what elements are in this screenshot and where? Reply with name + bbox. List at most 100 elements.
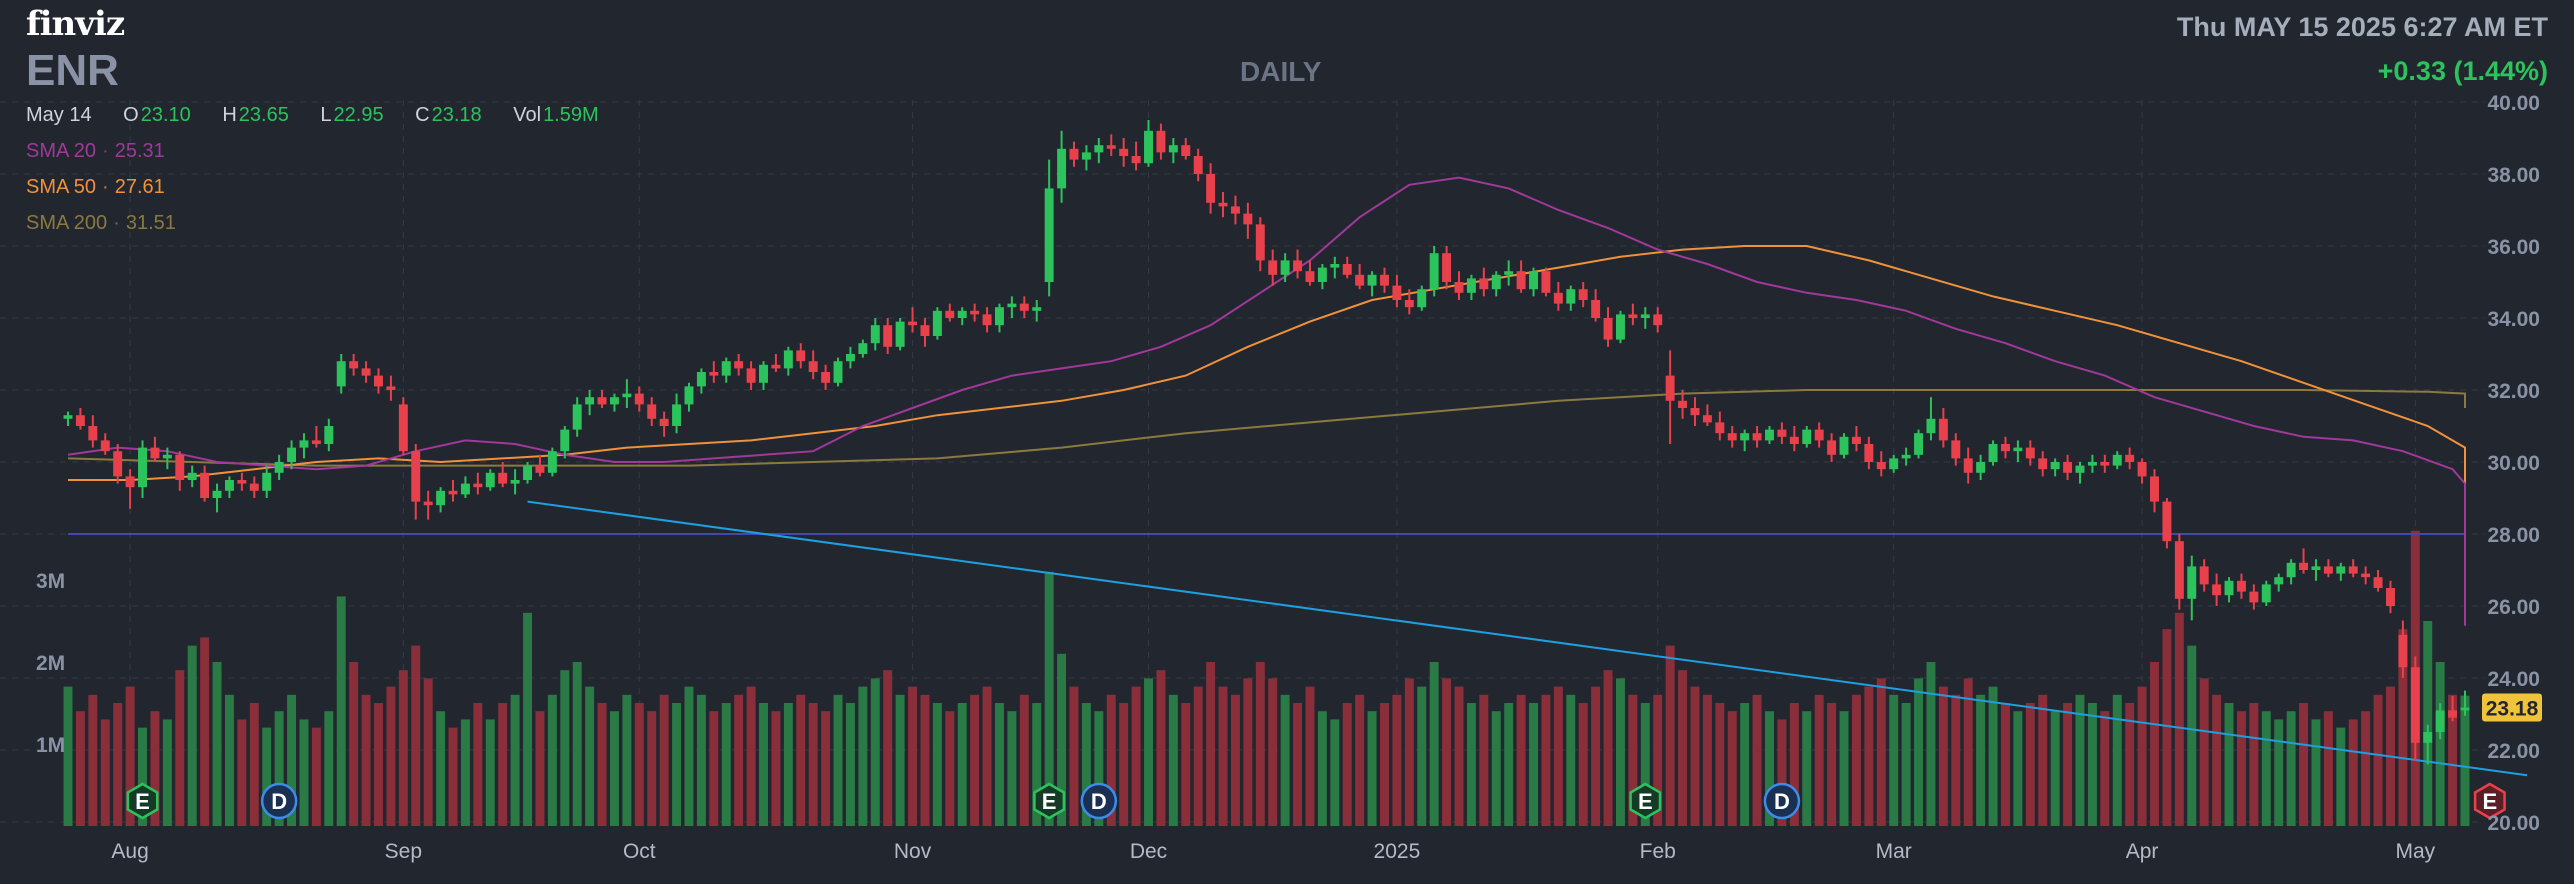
volume-bar [2075, 694, 2085, 826]
candle-body [1454, 282, 1464, 293]
candle-body [2174, 541, 2184, 599]
candle-body [1144, 130, 1153, 164]
volume-bar [821, 711, 831, 826]
volume-bar [423, 678, 433, 826]
volume-bar [361, 694, 371, 826]
candle-body [1044, 188, 1054, 282]
price-tick-label: 26.00 [2487, 596, 2540, 619]
candle-body [858, 343, 868, 354]
volume-bar [597, 703, 607, 826]
dividend-marker-label: D [1774, 789, 1790, 814]
candle-body [2100, 462, 2110, 466]
candle-body [2361, 573, 2371, 578]
candle-body [299, 440, 309, 448]
price-tick-label: 30.00 [2487, 452, 2540, 475]
volume-bar [771, 711, 781, 826]
candle-body [796, 350, 806, 362]
candle-body [1914, 433, 1924, 455]
volume-bar [1330, 719, 1340, 826]
dividend-marker-icon [260, 782, 298, 820]
candle-body [2212, 584, 2222, 596]
candle-body [1541, 271, 1551, 293]
volume-bar [1988, 686, 1998, 826]
brand-logo[interactable]: finviz [26, 4, 125, 44]
candle-body [1727, 433, 1737, 441]
candle-body [2001, 444, 2010, 452]
candle-body [1019, 303, 1029, 311]
candle-body [1665, 375, 1675, 401]
volume-bar [1392, 694, 1402, 826]
earnings-marker-label: E [1042, 789, 1057, 814]
candle-body [672, 404, 682, 426]
volume-bar [2137, 686, 2147, 826]
volume-bar [1814, 694, 1824, 826]
low-label: L [320, 104, 332, 126]
time-tick-label: Dec [1130, 840, 1167, 863]
candle-body [1603, 318, 1613, 340]
volume-bar [448, 727, 458, 826]
time-tick-label: Apr [2126, 840, 2159, 863]
volume-bar [287, 694, 297, 826]
candle-body [2286, 562, 2296, 578]
candle-body [1740, 433, 1750, 441]
volume-bar [547, 694, 557, 826]
candle-body [262, 472, 272, 491]
volume-bar [908, 686, 918, 826]
candle-body [2460, 707, 2470, 711]
candle-body [324, 426, 334, 444]
volume-bar [150, 711, 160, 826]
volume-bar [2199, 678, 2209, 826]
volume-bar [1777, 719, 1787, 826]
volume-bar [1615, 678, 1625, 826]
volume-bar [1789, 703, 1799, 826]
candle-body [1168, 145, 1178, 153]
volume-bar [2311, 719, 2321, 826]
candle-body [386, 386, 396, 390]
volume-bar [386, 686, 396, 826]
volume-bar [1342, 703, 1352, 826]
volume-bar [858, 686, 868, 826]
volume-bar [1044, 571, 1054, 826]
candle-body [1392, 285, 1402, 300]
candle-body [2299, 562, 2309, 570]
candle-body [1553, 292, 1563, 304]
volume-bar [1603, 670, 1613, 826]
candle-body [2336, 566, 2346, 574]
candle-body [485, 472, 495, 488]
volume-bar [1529, 703, 1538, 826]
volume-bar [460, 719, 470, 826]
candle-body [1926, 418, 1936, 434]
candle-body [336, 361, 346, 387]
volume-bar [1243, 678, 1253, 826]
volume-bar [1938, 686, 1948, 826]
volume-bar [398, 670, 408, 826]
candle-body [287, 447, 297, 462]
candle-body [1367, 274, 1377, 286]
price-tick-label: 40.00 [2487, 92, 2540, 115]
candle-body [560, 429, 570, 452]
candle-body [1007, 303, 1017, 308]
volume-bar [1951, 694, 1961, 826]
candle-body [162, 454, 172, 459]
volume-bar [721, 703, 731, 826]
sma50-legend[interactable]: SMA 50 · 27.61 [26, 176, 165, 198]
candle-body [349, 361, 359, 369]
volume-bar [1380, 703, 1389, 826]
volume-bar [1268, 678, 1278, 826]
sma200-legend[interactable]: SMA 200 · 31.51 [26, 212, 176, 234]
candle-body [572, 404, 582, 430]
candle-body [1206, 174, 1216, 203]
candle-body [1193, 156, 1203, 174]
candle-body [1653, 314, 1663, 326]
candle-body [771, 364, 781, 369]
candle-body [1355, 274, 1365, 286]
earnings-marker-icon [1629, 782, 1662, 820]
volume-bar [523, 612, 532, 826]
sma20-legend[interactable]: SMA 20 · 25.31 [26, 140, 165, 162]
ticker-symbol: ENR [26, 46, 119, 95]
candle-body [1491, 274, 1501, 290]
volume-bar [1218, 686, 1228, 826]
volume-bar [1839, 711, 1849, 826]
candle-body [2137, 462, 2147, 477]
candle-body [175, 454, 185, 480]
